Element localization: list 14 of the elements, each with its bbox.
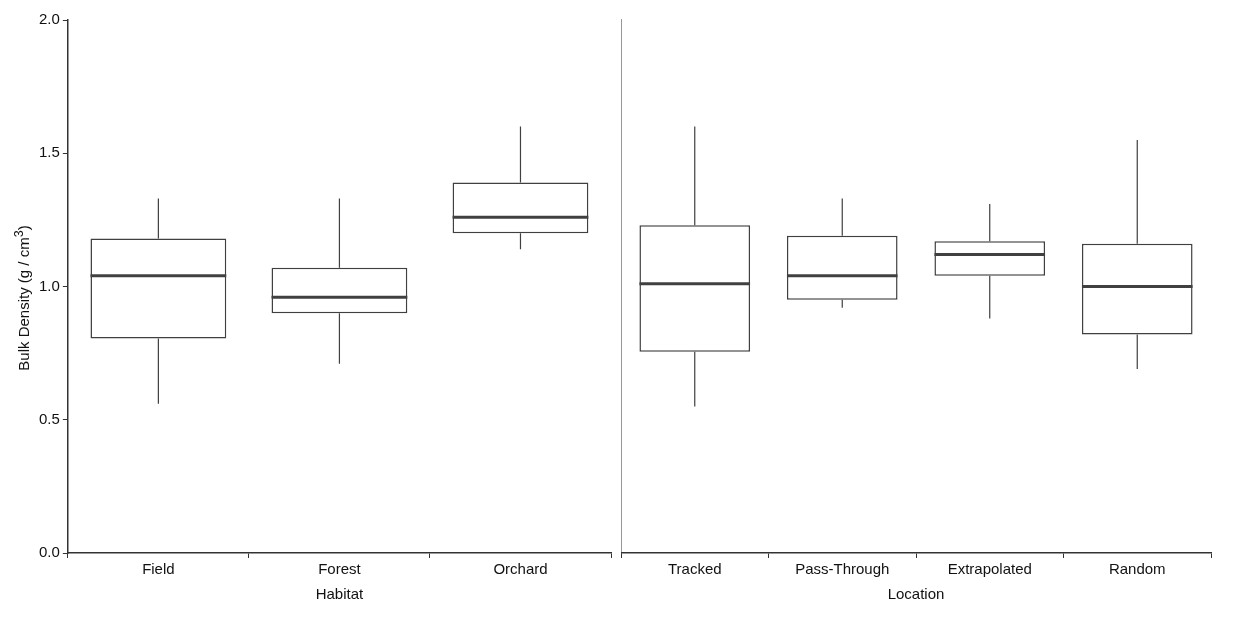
x-tick-label: Tracked bbox=[667, 560, 722, 578]
y-tick-label: 0.5 bbox=[38, 409, 60, 427]
x-tick-label: Extrapolated bbox=[947, 560, 1032, 578]
y-tick-label: 1.5 bbox=[38, 143, 60, 161]
x-axis-title: Habitat bbox=[315, 585, 365, 603]
y-tick-label: 2.0 bbox=[38, 10, 60, 28]
x-tick-label: Pass-Through bbox=[795, 560, 890, 578]
y-tick-label: 0.0 bbox=[38, 543, 60, 561]
x-tick-label: Forest bbox=[318, 560, 362, 578]
x-tick-label: Orchard bbox=[493, 560, 548, 578]
y-tick-label: 1.0 bbox=[38, 276, 60, 294]
x-tick-label: Random bbox=[1108, 560, 1166, 578]
x-axis-title: Location bbox=[887, 585, 945, 603]
x-tick-label: Field bbox=[142, 560, 175, 578]
